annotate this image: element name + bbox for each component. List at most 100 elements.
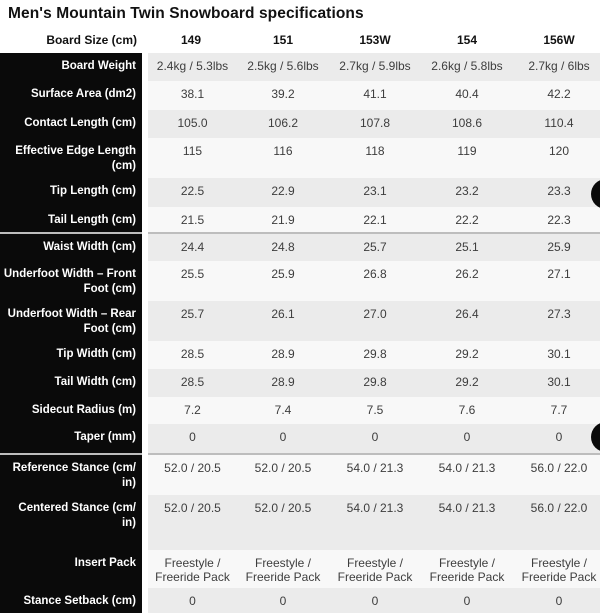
table-row: Sidecut Radius (m) 7.2 7.4 7.5 7.6 7.7 (0, 397, 600, 424)
row-label: Underfoot Width – Front Foot (cm) (0, 261, 148, 301)
table-row: Stance Setback (cm) 0 0 0 0 0 (0, 588, 600, 613)
cell-value: 28.5 (145, 369, 237, 397)
cell-value: 105.0 (145, 110, 237, 138)
cell-value: 22.2 (421, 207, 513, 233)
table-row: Underfoot Width – Front Foot (cm) 25.5 25.… (0, 261, 600, 301)
floating-button-bottom[interactable] (591, 422, 600, 452)
cell-value: 23.2 (421, 178, 513, 207)
cell-value: 0 (329, 588, 421, 613)
row-label: Centered Stance (cm/ in) (0, 495, 148, 550)
cell-value: Freestyle / Freeride Pack (421, 550, 513, 588)
cell-value: 21.5 (145, 207, 237, 233)
cell-value: 25.5 (145, 261, 237, 301)
table-row: Waist Width (cm) 24.4 24.8 25.7 25.1 25.9 (0, 232, 600, 261)
cell-value: 7.6 (421, 397, 513, 424)
cell-value: 23.3 (513, 178, 600, 207)
cell-value: 2.7kg / 5.9lbs (329, 53, 421, 81)
table-row: Tail Width (cm) 28.5 28.9 29.8 29.2 30.1 (0, 369, 600, 397)
row-label: Stance Setback (cm) (0, 588, 148, 613)
cell-value: 120 (513, 138, 600, 178)
row-label: Effective Edge Length (cm) (0, 138, 148, 178)
row-label: Taper (mm) (0, 424, 148, 454)
cell-value: 108.6 (421, 110, 513, 138)
cell-value: 24.4 (145, 232, 237, 261)
cell-value: 7.2 (145, 397, 237, 424)
cell-value: 29.2 (421, 369, 513, 397)
cell-value: 29.2 (421, 341, 513, 369)
cell-value: 29.8 (329, 369, 421, 397)
cell-value: 27.1 (513, 261, 600, 301)
cell-value: 28.9 (237, 341, 329, 369)
cell-value: 26.4 (421, 301, 513, 341)
row-label: Tip Length (cm) (0, 178, 148, 207)
cell-value: 27.3 (513, 301, 600, 341)
cell-value: 52.0 / 20.5 (145, 495, 237, 550)
cell-value: 0 (513, 424, 600, 454)
cell-value: 42.2 (513, 81, 600, 110)
cell-value: 40.4 (421, 81, 513, 110)
cell-value: 28.9 (237, 369, 329, 397)
header-board-size-label: Board Size (cm) (0, 28, 145, 53)
cell-value: 25.1 (421, 232, 513, 261)
cell-value: 107.8 (329, 110, 421, 138)
cell-value: 25.7 (329, 232, 421, 261)
cell-value: 27.0 (329, 301, 421, 341)
row-label: Tip Width (cm) (0, 341, 148, 369)
cell-value: 0 (329, 424, 421, 454)
cell-value: 0 (513, 588, 600, 613)
floating-button-top[interactable] (591, 179, 600, 209)
cell-value: 52.0 / 20.5 (237, 495, 329, 550)
cell-value: 30.1 (513, 369, 600, 397)
cell-value: 7.7 (513, 397, 600, 424)
table-row: Insert Pack Freestyle / Freeride Pack Free… (0, 550, 600, 588)
column-header: 151 (237, 28, 329, 53)
cell-value: 41.1 (329, 81, 421, 110)
row-label: Board Weight (0, 53, 148, 81)
cell-value: 28.5 (145, 341, 237, 369)
table-row: Taper (mm) 0 0 0 0 0 (0, 424, 600, 454)
table-row: Tail Length (cm) 21.5 21.9 22.1 22.2 22.3 (0, 207, 600, 233)
cell-value: 22.1 (329, 207, 421, 233)
cell-value: Freestyle / Freeride Pack (237, 550, 329, 588)
table-row: Board Weight 2.4kg / 5.3lbs 2.5kg / 5.6lbs… (0, 53, 600, 81)
cell-value: 54.0 / 21.3 (329, 495, 421, 550)
cell-value: 25.9 (513, 232, 600, 261)
cell-value: 119 (421, 138, 513, 178)
page-title: Men's Mountain Twin Snowboard specificat… (8, 5, 364, 22)
cell-value: 7.4 (237, 397, 329, 424)
row-label: Sidecut Radius (m) (0, 397, 148, 424)
column-header: 153W (329, 28, 421, 53)
cell-value: 2.4kg / 5.3lbs (145, 53, 237, 81)
table-row: Tip Length (cm) 22.5 22.9 23.1 23.2 23.3 (0, 178, 600, 207)
cell-value: 2.5kg / 5.6lbs (237, 53, 329, 81)
cell-value: 38.1 (145, 81, 237, 110)
row-label: Reference Stance (cm/ in) (0, 453, 148, 495)
cell-value: 118 (329, 138, 421, 178)
cell-value: 0 (145, 588, 237, 613)
row-label: Underfoot Width – Rear Foot (cm) (0, 301, 148, 341)
cell-value: Freestyle / Freeride Pack (145, 550, 237, 588)
spec-table-body: Board Weight 2.4kg / 5.3lbs 2.5kg / 5.6lbs… (0, 53, 600, 613)
cell-value: 22.3 (513, 207, 600, 233)
table-row: Tip Width (cm) 28.5 28.9 29.8 29.2 30.1 (0, 341, 600, 369)
table-row: Effective Edge Length (cm) 115 116 118 119 12… (0, 138, 600, 178)
column-header: 156W (513, 28, 600, 53)
cell-value: 106.2 (237, 110, 329, 138)
table-row: Reference Stance (cm/ in) 52.0 / 20.5 52.0… (0, 453, 600, 495)
row-label: Contact Length (cm) (0, 110, 148, 138)
cell-value: 52.0 / 20.5 (237, 453, 329, 495)
column-header: 154 (421, 28, 513, 53)
table-row: Contact Length (cm) 105.0 106.2 107.8 108.6 1… (0, 110, 600, 138)
table-row: Underfoot Width – Rear Foot (cm) 25.7 26.1… (0, 301, 600, 341)
cell-value: 2.7kg / 6lbs (513, 53, 600, 81)
cell-value: 52.0 / 20.5 (145, 453, 237, 495)
cell-value: 7.5 (329, 397, 421, 424)
cell-value: 0 (145, 424, 237, 454)
cell-value: 0 (237, 588, 329, 613)
cell-value: 22.5 (145, 178, 237, 207)
cell-value: 54.0 / 21.3 (421, 495, 513, 550)
cell-value: 25.9 (237, 261, 329, 301)
header-row: Board Size (cm) 149 151 153W 154 156W (0, 28, 600, 53)
column-header: 149 (145, 28, 237, 53)
cell-value: 0 (421, 424, 513, 454)
